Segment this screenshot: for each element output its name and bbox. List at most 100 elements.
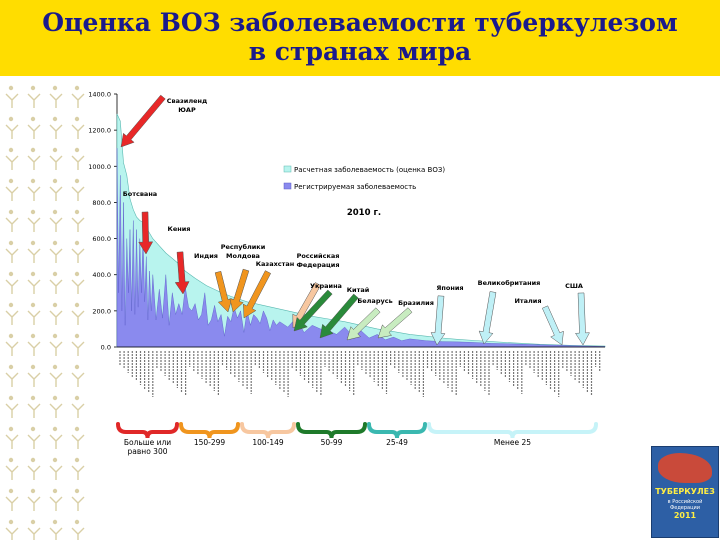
pattern-dot [8,395,14,401]
pattern-cell [27,209,41,232]
pattern-dot [74,395,80,401]
pattern-cell [27,302,41,325]
group-label: 100-149 [252,438,284,447]
pattern-stroke [27,124,41,139]
annotation-label: Молдова [226,252,260,260]
report-cover-logo: ТУБЕРКУЛЕЗ в Российской Федерации 2011 [651,446,719,538]
pattern-cell [71,395,85,418]
pattern-stroke [49,279,63,294]
annotation-arrow [575,292,590,346]
pattern-cell [49,178,63,201]
pattern-dot [8,333,14,339]
pattern-cell [5,209,19,232]
pattern-stroke [27,434,41,449]
pattern-dot [52,85,58,91]
annotation-label: Китай [347,286,370,294]
pattern-dot [74,302,80,308]
pattern-cell [71,240,85,263]
pattern-stroke [5,279,19,294]
pattern-stroke [49,403,63,418]
pattern-dot [52,395,58,401]
annotation-arrow [243,270,272,319]
pattern-stroke [71,372,85,387]
pattern-cell [5,457,19,480]
pattern-stroke [49,434,63,449]
pattern-cell [27,178,41,201]
pattern-dot [30,364,36,370]
pattern-dot [52,302,58,308]
pattern-stroke [71,93,85,108]
pattern-cell [27,240,41,263]
y-tick-label: 0.0 [101,344,111,352]
pattern-cell [49,364,63,387]
annotation-label: Япония [436,284,463,292]
pattern-cell [5,519,19,540]
pattern-dot [52,488,58,494]
pattern-stroke [49,372,63,387]
pattern-cell [5,395,19,418]
pattern-stroke [71,527,85,540]
pattern-dot [30,519,36,525]
pattern-cell [5,85,19,108]
pattern-dot [74,178,80,184]
y-tick-label: 200.0 [92,307,111,315]
pattern-dot [8,364,14,370]
annotation-arrow [541,305,564,346]
pattern-cell [27,519,41,540]
pattern-cell [71,147,85,170]
annotation-label: Федерация [296,261,339,269]
pattern-cell [5,240,19,263]
pattern-cell [49,457,63,480]
pattern-stroke [71,124,85,139]
annotation-label: Ботсвана [123,190,157,198]
pattern-cell [5,333,19,356]
pattern-cell [71,85,85,108]
logo-subtitle: в Российской Федерации [667,499,703,511]
pattern-stroke [27,496,41,511]
pattern-stroke [27,186,41,201]
pattern-dot [8,488,14,494]
pattern-cell [27,457,41,480]
pattern-dot [8,426,14,432]
pattern-cell [27,395,41,418]
pattern-stroke [27,279,41,294]
pattern-dot [30,488,36,494]
pattern-dot [30,209,36,215]
pattern-dot [74,147,80,153]
y-tick-label: 1000.0 [88,163,111,171]
pattern-dot [30,116,36,122]
legend-label-registered: Регистрируемая заболеваемость [294,183,416,191]
pattern-dot [52,147,58,153]
pattern-stroke [5,341,19,356]
pattern-stroke [27,155,41,170]
pattern-cell [5,426,19,449]
pattern-cell [27,488,41,511]
pattern-dot [30,333,36,339]
pattern-dot [8,519,14,525]
pattern-stroke [5,310,19,325]
pattern-stroke [5,155,19,170]
pattern-dot [30,147,36,153]
pattern-stroke [49,124,63,139]
annotation-label: Свазиленд [167,97,208,105]
pattern-dot [30,178,36,184]
pattern-dot [52,178,58,184]
page-title: Оценка ВОЗ заболеваемости туберкулезом в… [0,8,720,66]
pattern-cell [5,364,19,387]
pattern-stroke [5,217,19,232]
pattern-dot [52,240,58,246]
pattern-dot [52,364,58,370]
pattern-stroke [49,93,63,108]
pattern-stroke [5,527,19,540]
group-label: 150-299 [194,438,226,447]
group-brace [367,422,427,439]
pattern-cell [71,271,85,294]
pattern-cell [49,240,63,263]
group-brace [116,422,179,439]
group-brace [427,422,598,439]
pattern-dot [74,209,80,215]
pattern-dot [8,178,14,184]
pattern-stroke [49,217,63,232]
annotation-label: Российская [297,252,340,260]
